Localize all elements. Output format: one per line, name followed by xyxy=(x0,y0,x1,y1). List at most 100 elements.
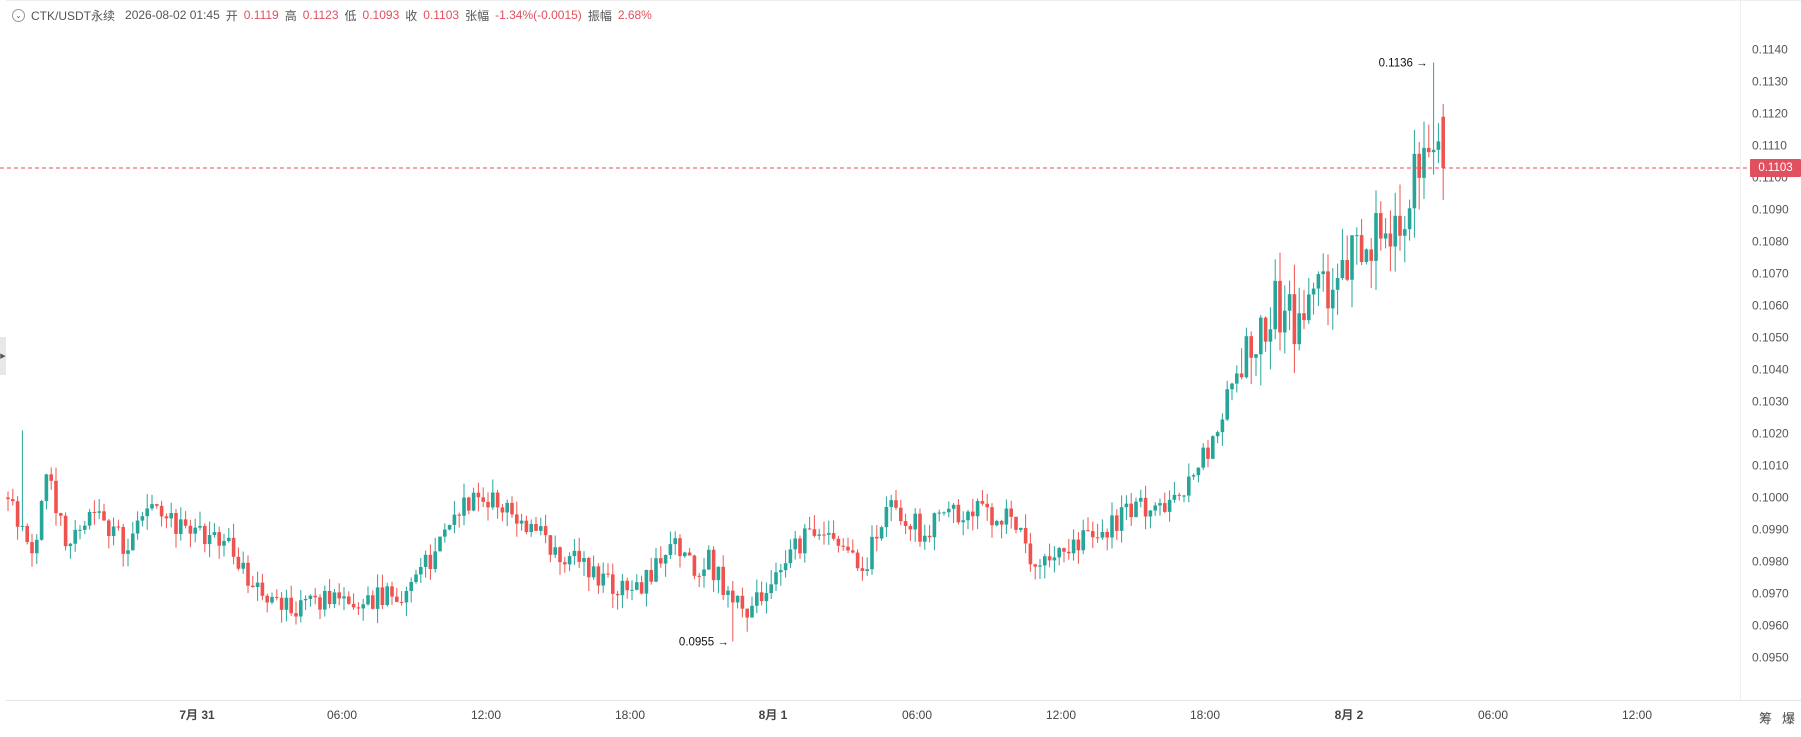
candle-body xyxy=(1388,233,1393,247)
candle-body xyxy=(246,562,250,586)
candle-body xyxy=(1148,510,1153,517)
candle-body xyxy=(1057,548,1061,558)
candle-body xyxy=(855,552,860,569)
price-tick-label: 0.1030 xyxy=(1752,394,1789,408)
candle-body xyxy=(155,504,159,506)
candle-body xyxy=(1153,505,1157,511)
candle-body xyxy=(567,556,572,565)
candle-body xyxy=(1100,531,1105,538)
candle-body xyxy=(1239,373,1244,378)
candle-body xyxy=(270,596,274,603)
price-tick-label: 0.1050 xyxy=(1752,331,1789,345)
candle-body xyxy=(1023,527,1028,544)
candle-body xyxy=(227,537,231,542)
candle-datetime: 2026-08-02 01:45 xyxy=(125,8,220,22)
candle-body xyxy=(894,500,898,508)
candle-body xyxy=(678,538,682,557)
candle-body xyxy=(937,512,941,514)
candle-body xyxy=(961,520,965,523)
candle-body xyxy=(83,525,87,530)
collapse-chevron-icon[interactable]: ⌄ xyxy=(12,8,25,22)
candle-body xyxy=(807,528,812,530)
candle-body xyxy=(1374,213,1378,261)
candle-body xyxy=(87,511,92,526)
candle-body xyxy=(217,532,221,546)
candle-body xyxy=(481,497,485,502)
candle-body xyxy=(265,595,269,603)
candle-body xyxy=(1292,294,1297,345)
price-tick-label: 0.0970 xyxy=(1752,586,1789,600)
candle-body xyxy=(879,527,884,539)
ohlc-info-bar: ⌄ CTK/USDT永续 2026-08-02 01:45 开 0.1119 高… xyxy=(12,6,652,24)
candle-body xyxy=(1110,515,1114,538)
high-label: 高 xyxy=(284,8,297,23)
candle-body xyxy=(1076,539,1081,551)
time-tick-label: 8月 2 xyxy=(1335,708,1364,722)
candle-body xyxy=(558,547,562,563)
expand-panel-handle[interactable]: ▶ xyxy=(0,337,6,375)
candle-body xyxy=(1105,531,1109,538)
candle-body xyxy=(620,580,625,596)
candle-body xyxy=(289,597,293,614)
chip-distribution-button[interactable]: 筹 xyxy=(1759,711,1773,726)
price-tick-label: 0.1080 xyxy=(1752,235,1789,249)
candle-body xyxy=(303,598,308,601)
candle-body xyxy=(1302,313,1306,321)
candle-body xyxy=(169,513,173,519)
candle-body xyxy=(812,529,817,536)
candle-body xyxy=(1355,235,1359,237)
price-tick-label: 0.1070 xyxy=(1752,267,1789,281)
candle-body xyxy=(419,566,423,575)
candle-body xyxy=(980,501,985,504)
candle-body xyxy=(683,552,687,557)
candle-body xyxy=(116,526,121,528)
candle-body xyxy=(356,607,361,609)
candle-body xyxy=(779,570,783,573)
candle-body xyxy=(11,499,15,502)
candle-body xyxy=(15,501,20,527)
candle-body xyxy=(1311,288,1316,295)
candle-body xyxy=(395,596,399,602)
candle-body xyxy=(30,542,34,554)
candle-body xyxy=(1431,149,1436,153)
candle-body xyxy=(1383,233,1388,239)
open-label: 开 xyxy=(225,8,238,23)
candle-body xyxy=(1158,503,1162,506)
candle-body xyxy=(135,520,140,534)
candle-body xyxy=(63,515,68,547)
grid-lines xyxy=(6,0,1801,701)
candle-body xyxy=(327,590,332,605)
candle-body xyxy=(932,513,937,538)
candle-body xyxy=(279,597,284,610)
candle-body xyxy=(505,502,509,513)
candle-body xyxy=(1268,329,1273,342)
candle-body xyxy=(510,502,514,515)
candle-body xyxy=(966,511,970,521)
price-axis-labels: 0.11400.11300.11200.11100.11000.10900.10… xyxy=(1752,43,1789,665)
candle-body xyxy=(1196,467,1201,476)
candle-body xyxy=(1139,497,1143,502)
candle-body xyxy=(1211,436,1215,459)
candle-body xyxy=(625,580,629,591)
candle-body xyxy=(332,592,337,605)
candle-body xyxy=(1014,516,1018,530)
candle-body xyxy=(54,480,58,514)
last-price-tag: 0.1103 xyxy=(1750,158,1801,177)
liquidation-button[interactable]: 爆 xyxy=(1782,711,1796,726)
candle-body xyxy=(1412,153,1417,209)
candle-body xyxy=(275,596,279,598)
candle-body xyxy=(519,520,524,524)
candle-body xyxy=(582,558,586,562)
candle-body xyxy=(942,512,946,514)
price-tick-label: 0.0950 xyxy=(1752,650,1789,664)
candle-body xyxy=(745,608,749,618)
low-value: 0.1093 xyxy=(362,8,400,22)
candle-body xyxy=(548,535,553,555)
candle-body xyxy=(1187,476,1191,496)
price-tick-label: 0.1130 xyxy=(1752,75,1788,89)
candle-body xyxy=(467,497,471,511)
candle-body xyxy=(577,550,581,562)
candle-body xyxy=(97,511,101,513)
